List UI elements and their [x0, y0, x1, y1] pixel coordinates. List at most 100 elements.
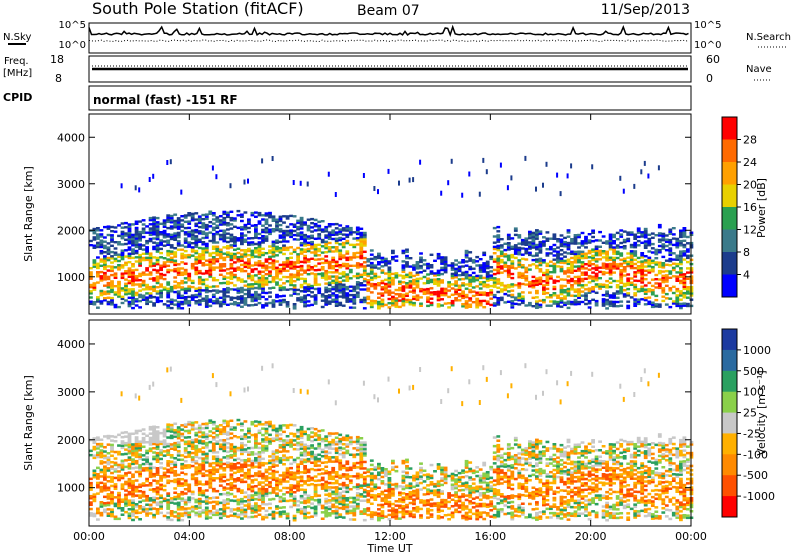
power-cell — [391, 255, 395, 259]
power-cell — [257, 276, 262, 280]
power-cell — [275, 283, 279, 286]
velocity-cell — [257, 472, 262, 476]
power-cell — [257, 245, 262, 248]
power-cell — [320, 274, 325, 277]
power-cell — [138, 299, 142, 303]
power-cell — [197, 280, 202, 283]
velocity-cell — [243, 500, 248, 503]
power-cell — [615, 292, 620, 295]
velocity-cell — [257, 431, 262, 435]
velocity-cell — [190, 505, 195, 509]
power-cell — [127, 292, 132, 295]
power-cell — [201, 282, 206, 286]
power-cell — [236, 209, 241, 213]
power-cell — [559, 299, 564, 302]
power-cell — [643, 298, 648, 302]
power-cell — [570, 302, 574, 306]
power-cell — [306, 260, 311, 263]
power-cell — [633, 304, 638, 307]
power-cell — [464, 272, 469, 276]
velocity-cell — [282, 512, 286, 515]
power-cell — [352, 231, 357, 234]
power-cell — [250, 243, 255, 246]
velocity-cell — [254, 444, 258, 447]
power-cell — [306, 258, 311, 261]
velocity-cell — [124, 465, 128, 469]
velocity-cell — [141, 492, 146, 496]
power-cell — [471, 267, 476, 270]
velocity-cell — [155, 510, 160, 513]
power-cell — [496, 282, 501, 285]
velocity-cell — [243, 420, 248, 423]
velocity-cell — [127, 499, 132, 502]
nsearch-series — [88, 39, 689, 43]
power-cell — [485, 277, 490, 280]
power-cell — [261, 253, 265, 257]
power-cell — [197, 215, 202, 218]
power-cell — [573, 238, 578, 241]
velocity-cell — [155, 432, 160, 435]
velocity-cell — [275, 464, 279, 467]
velocity-cell — [229, 445, 234, 448]
power-cell — [124, 242, 128, 246]
power-cell — [524, 247, 529, 251]
power-cell — [475, 260, 480, 263]
velocity-cell — [169, 479, 174, 483]
velocity-cell — [127, 501, 132, 505]
power-cell — [247, 222, 251, 225]
power-cell — [275, 275, 279, 278]
velocity-cell — [180, 508, 185, 511]
power-cell — [450, 287, 455, 290]
power-cell — [138, 289, 142, 292]
power-cell — [166, 239, 171, 242]
power-cell — [461, 290, 465, 293]
power-cell — [510, 304, 515, 307]
power-cell — [622, 266, 627, 269]
power-cell — [159, 295, 163, 299]
velocity-cell — [233, 428, 237, 431]
power-cell — [120, 272, 125, 275]
velocity-cell — [141, 495, 146, 498]
power-cell — [633, 183, 636, 189]
power-cell — [190, 296, 195, 299]
power-cell — [657, 278, 662, 281]
velocity-cell — [113, 461, 118, 465]
power-cell — [124, 272, 128, 275]
velocity-cell — [229, 447, 234, 450]
power-cell — [127, 242, 132, 245]
velocity-cell — [138, 442, 142, 445]
power-cell — [250, 287, 255, 290]
power-cell — [348, 277, 353, 280]
velocity-cell — [282, 493, 286, 496]
power-cell — [577, 288, 581, 291]
power-cell — [226, 215, 230, 219]
velocity-cell — [233, 499, 237, 503]
velocity-cell — [120, 442, 125, 445]
velocity-cell — [264, 432, 269, 435]
power-cell — [524, 249, 529, 253]
power-cell — [577, 233, 581, 237]
power-cell — [226, 289, 230, 292]
power-cell — [261, 235, 265, 238]
velocity-cell — [148, 436, 153, 440]
power-cell — [317, 224, 322, 228]
velocity-cell — [173, 515, 178, 518]
velocity-cell — [204, 495, 209, 499]
power-cell — [285, 265, 290, 268]
power-cell — [247, 283, 251, 286]
power-cell — [341, 283, 346, 286]
velocity-cell — [145, 434, 149, 437]
power-cell — [468, 171, 471, 177]
power-cell — [296, 234, 300, 237]
power-cell — [278, 299, 283, 302]
velocity-cell — [211, 427, 216, 430]
power-cell — [313, 258, 318, 261]
power-cell — [612, 260, 616, 264]
power-cell — [682, 258, 687, 261]
power-cell — [320, 228, 325, 231]
power-cell — [499, 254, 504, 258]
power-cell — [169, 298, 174, 301]
velocity-cell — [215, 425, 220, 428]
power-cell — [587, 277, 592, 280]
power-cell — [211, 226, 216, 229]
